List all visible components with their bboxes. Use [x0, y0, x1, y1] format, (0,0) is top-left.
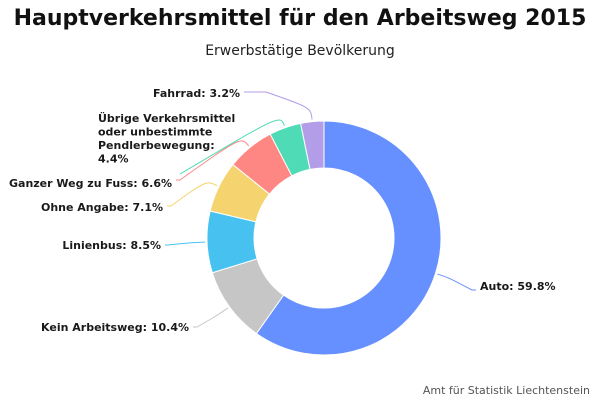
- slice-fahrrad[interactable]: [300, 120, 325, 170]
- chart-title: Hauptverkehrsmittel für den Arbeitsweg 2…: [13, 6, 587, 31]
- slice-label: Linienbus: 8.5%: [62, 239, 161, 252]
- connector-line: [167, 182, 218, 207]
- connector-line: [193, 307, 229, 328]
- connector-line: [179, 119, 285, 175]
- source-credit: Amt für Statistik Liechtenstein: [422, 384, 590, 397]
- connector-line: [176, 140, 250, 181]
- slice-label: Fahrrad: 3.2%: [153, 87, 240, 100]
- slice-auto[interactable]: [255, 120, 442, 356]
- connector-line: [165, 241, 206, 246]
- connector-line: [437, 273, 476, 291]
- slice-label: Ohne Angabe: 7.1%: [41, 201, 163, 214]
- slice-label: Kein Arbeitsweg: 10.4%: [41, 321, 189, 334]
- connector-line: [244, 91, 313, 120]
- slice-label: Übrige Verkehrsmittel oder unbestimmte Pen…: [98, 111, 235, 166]
- slice-label: Ganzer Weg zu Fuss: 6.6%: [9, 177, 172, 190]
- slice-label: Auto: 59.8%: [480, 280, 556, 293]
- chart-subtitle: Erwerbstätige Bevölkerung: [205, 43, 395, 59]
